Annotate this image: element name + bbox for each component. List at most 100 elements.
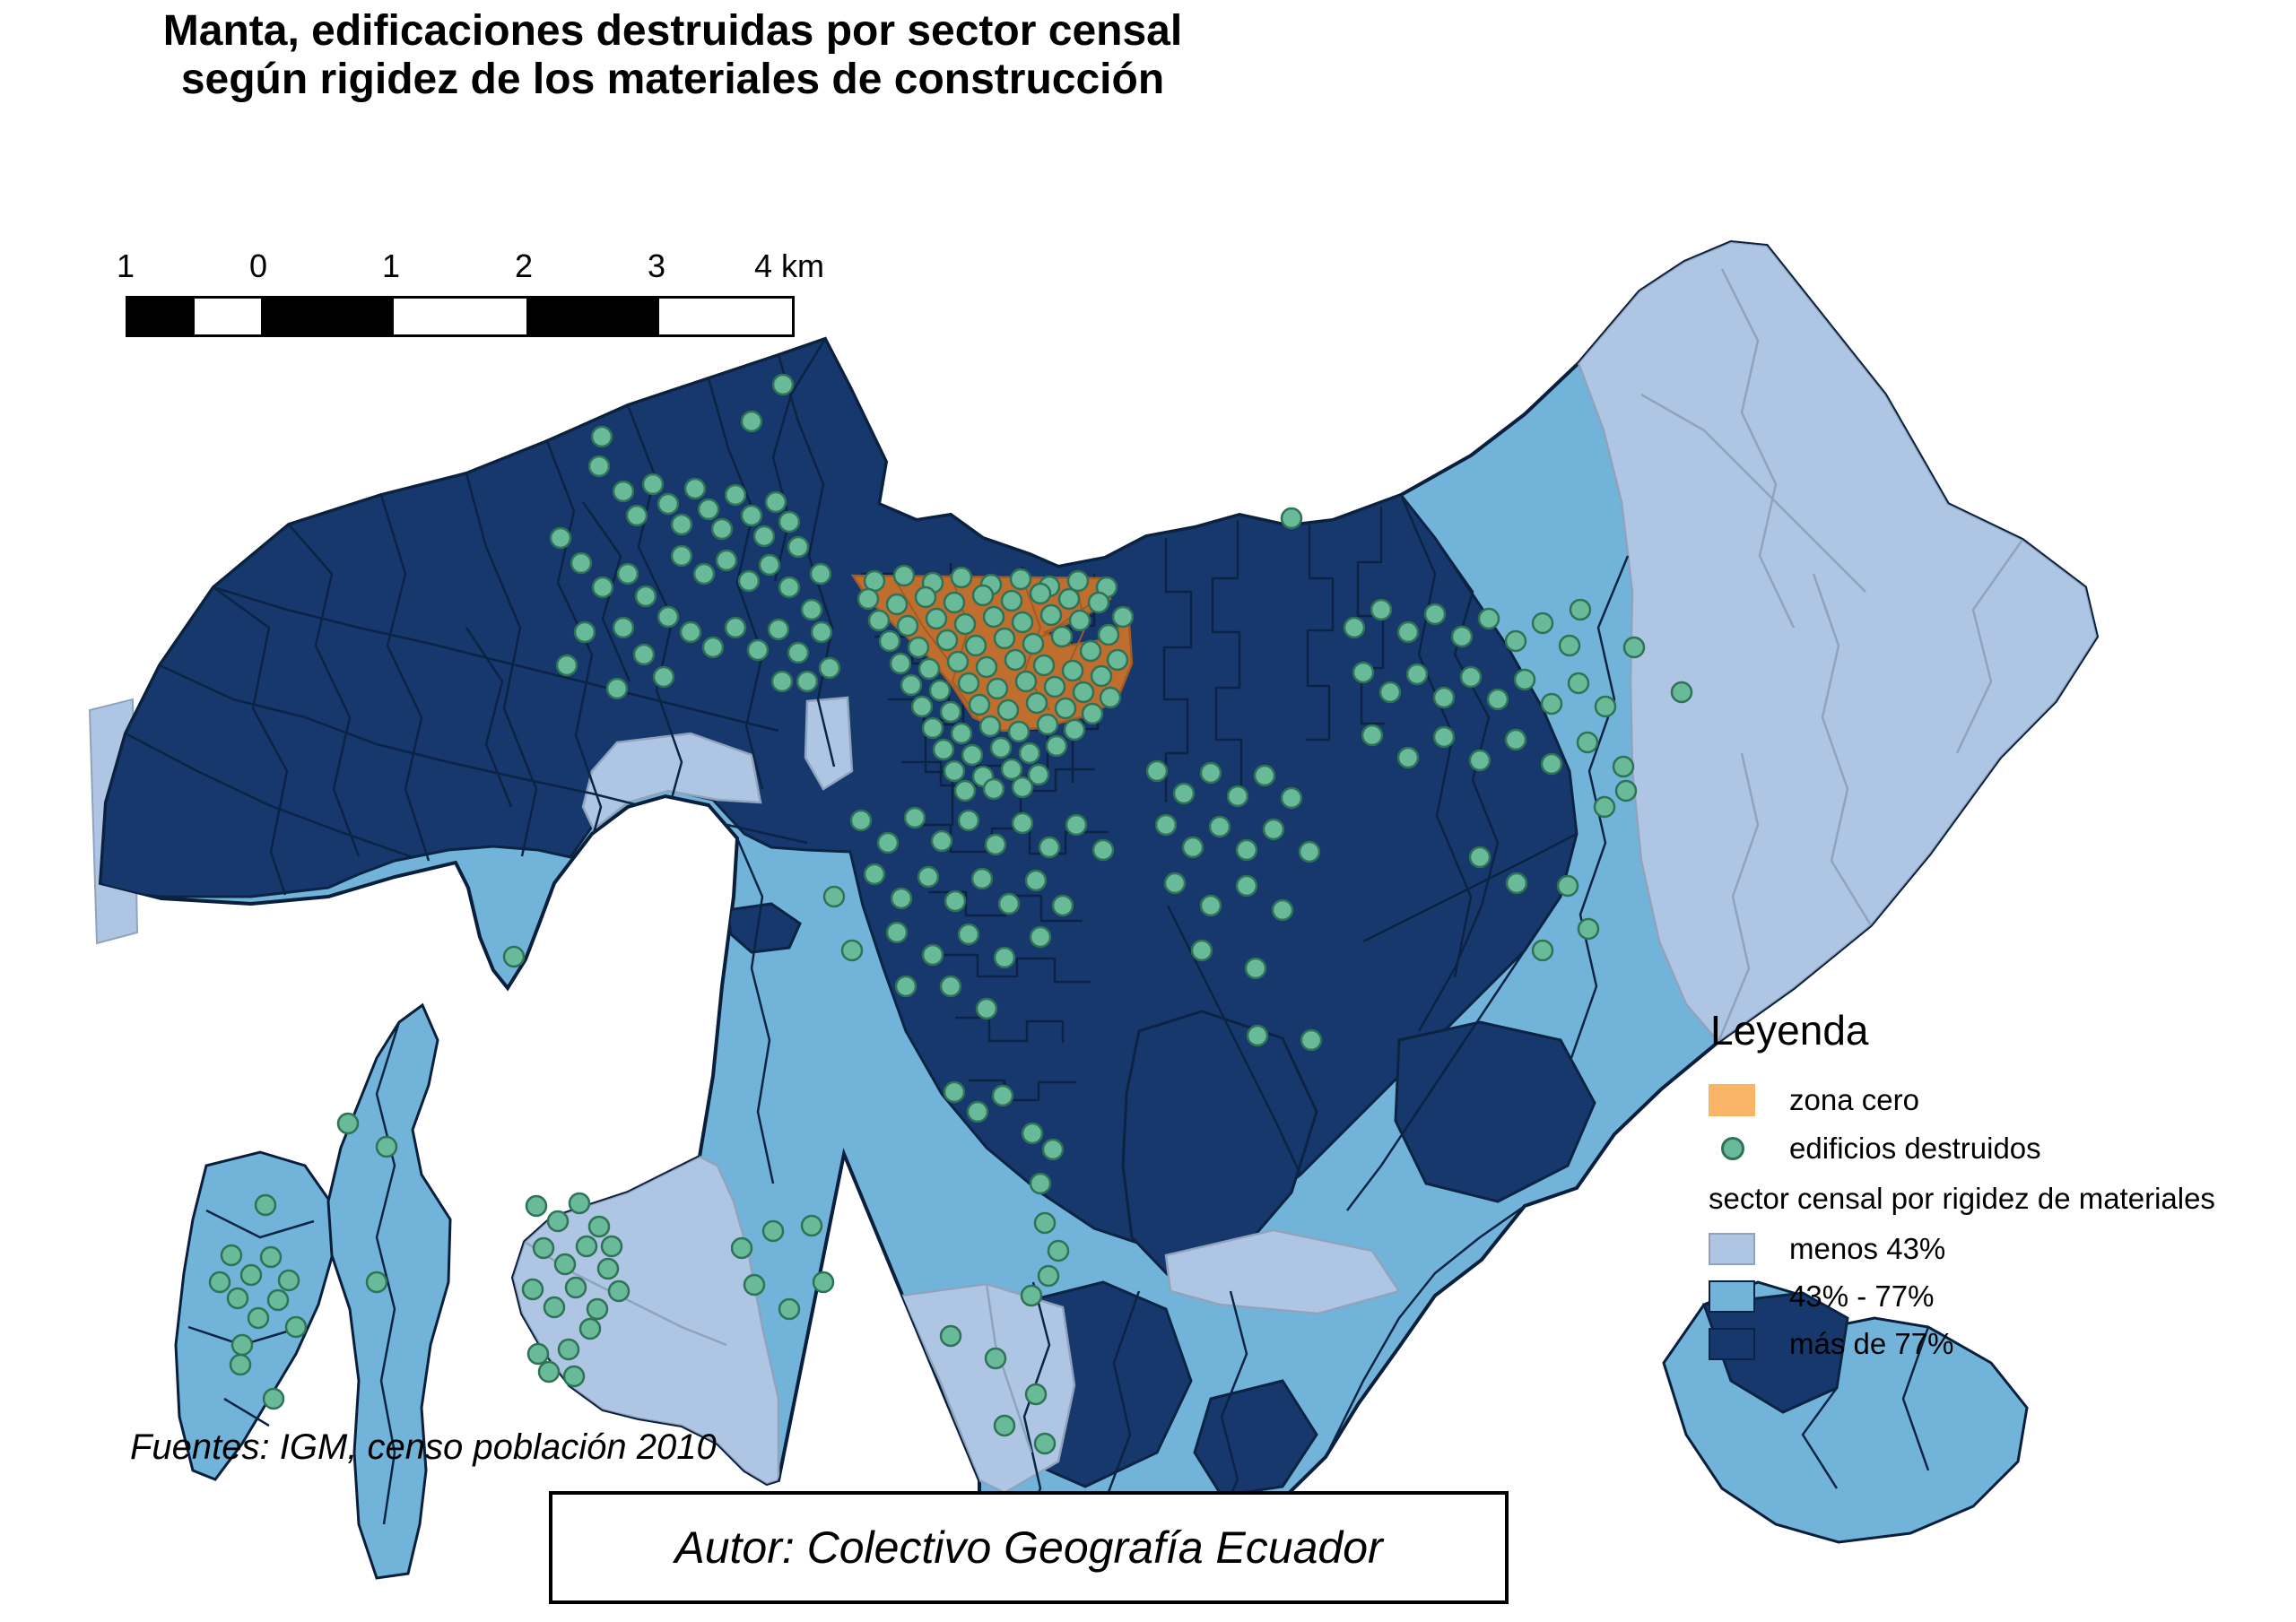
destroyed-building-dot: [917, 865, 940, 889]
destroyed-building-dot: [910, 695, 934, 718]
destroyed-buildings-layer: [208, 373, 1693, 1455]
destroyed-building-dot: [546, 1210, 570, 1233]
destroyed-building-dot: [957, 809, 980, 832]
destroyed-building-dot: [226, 1287, 249, 1310]
destroyed-building-dot: [1021, 1122, 1044, 1145]
destroyed-building-dot: [220, 1244, 243, 1267]
scale-tick-label: 1: [116, 247, 135, 284]
destroyed-building-dot: [605, 677, 629, 700]
destroyed-building-dot: [262, 1387, 285, 1410]
destroyed-building-dot: [1068, 609, 1091, 632]
destroyed-building-dot: [1032, 654, 1056, 677]
destroyed-building-dot: [892, 564, 916, 587]
destroyed-building-dot: [670, 544, 693, 568]
destroyed-building-dot: [1011, 776, 1034, 799]
destroyed-building-dot: [1009, 568, 1032, 591]
destroyed-building-dot: [996, 698, 1020, 722]
destroyed-building-dot: [1024, 869, 1048, 892]
destroyed-building-dot: [683, 477, 707, 500]
destroyed-building-dot: [336, 1112, 360, 1135]
destroyed-building-dot: [1099, 686, 1122, 709]
destroyed-building-dot: [1050, 625, 1074, 648]
destroyed-building-dot: [632, 643, 656, 666]
destroyed-building-dot: [890, 887, 913, 910]
destroyed-building-dot: [277, 1269, 300, 1292]
author-text: Autor: Colectivo Geografía Ecuador: [674, 1522, 1383, 1573]
destroyed-building-dot: [607, 1279, 631, 1303]
destroyed-building-dot: [1020, 1284, 1043, 1307]
destroyed-building-dot: [903, 806, 926, 829]
destroyed-building-dot: [914, 585, 937, 609]
destroyed-building-dot: [692, 562, 716, 585]
destroyed-building-dot: [1531, 939, 1554, 962]
scale-bar-segment: [659, 299, 792, 334]
destroyed-building-dot: [982, 777, 1005, 801]
destroyed-building-dot: [553, 1253, 577, 1276]
destroyed-building-dot: [867, 609, 891, 632]
destroyed-building-dot: [591, 576, 614, 599]
destroyed-building-dot: [526, 1342, 550, 1366]
destroyed-building-dot: [925, 607, 948, 630]
destroyed-building-dot: [930, 829, 953, 853]
destroyed-building-dot: [578, 1317, 602, 1340]
destroyed-building-dot: [778, 1297, 801, 1321]
destroyed-building-dot: [1051, 894, 1074, 917]
destroyed-building-dot: [1018, 742, 1041, 765]
destroyed-building-dot: [1235, 874, 1258, 898]
destroyed-building-dot: [1670, 681, 1693, 704]
title-line-1: Manta, edificaciones destruidas por sect…: [162, 7, 1183, 55]
class-mid-swatch: [1709, 1280, 1755, 1313]
destroyed-building-dot: [1567, 672, 1590, 695]
destroyed-building-dot: [889, 652, 912, 675]
destroyed-building-dot: [1063, 718, 1086, 742]
destroyed-building-dot: [989, 736, 1013, 759]
destroyed-building-dot: [1612, 755, 1635, 778]
scale-tick-label: 1: [381, 247, 401, 284]
destroyed-building-dot: [616, 562, 639, 585]
destroyed-building-dot: [737, 569, 761, 593]
destroyed-building-dot: [239, 1263, 263, 1287]
destroyed-building-dot: [1038, 836, 1061, 859]
destroyed-building-dot: [876, 831, 900, 854]
destroyed-building-dot: [975, 997, 998, 1020]
destroyed-building-dot: [208, 1271, 231, 1294]
title-line-2: según rigidez de los materiales de const…: [180, 55, 1165, 103]
class-mid-label: 43% - 77%: [1789, 1279, 1935, 1313]
destroyed-building-dot: [1029, 582, 1052, 605]
destroyed-building-dot: [939, 1324, 962, 1348]
scale-tick-label: 2: [514, 247, 534, 284]
destroyed-building-dot: [247, 1306, 270, 1330]
destroyed-building-dot: [849, 809, 873, 832]
destroyed-building-dot: [800, 598, 823, 621]
destroyed-building-dot: [1106, 648, 1129, 672]
destroyed-building-dot: [1504, 728, 1527, 751]
destroyed-building-dot: [950, 722, 973, 745]
destroyed-building-dot: [229, 1353, 252, 1376]
destroyed-building-dot: [928, 679, 952, 702]
destroyed-building-dot: [970, 867, 994, 890]
destroyed-building-dot: [502, 945, 526, 968]
destroyed-building-dot: [932, 738, 955, 761]
high-rigidity-regions: [100, 337, 1596, 1497]
destroyed-building-dot: [596, 1257, 620, 1280]
legend-heading: Leyenda: [1710, 1007, 1869, 1054]
destroyed-building-dot: [943, 1080, 966, 1104]
scale-bar: [126, 296, 795, 337]
destroyed-building-dot: [809, 562, 832, 585]
destroyed-building-dot: [1004, 648, 1027, 672]
destroyed-building-dot: [634, 585, 657, 608]
destroyed-building-dot: [957, 672, 980, 695]
destroyed-building-dot: [878, 629, 901, 653]
destroyed-building-dot: [961, 743, 984, 767]
destroyed-building-dot: [1370, 598, 1393, 621]
destroyed-building-dot: [555, 654, 578, 677]
destroyed-building-dot: [966, 1100, 989, 1123]
destroyed-building-dot: [991, 1084, 1014, 1107]
destroyed-building-dot: [778, 576, 801, 599]
scale-tick-label: 0: [248, 247, 268, 284]
destroyed-building-dot: [1033, 1211, 1057, 1235]
island-southeast-high-lobe: [1701, 1291, 1849, 1414]
destroyed-building-dot: [822, 885, 846, 908]
scale-bar-segment: [261, 299, 394, 334]
destroyed-building-dot: [1037, 1264, 1060, 1288]
